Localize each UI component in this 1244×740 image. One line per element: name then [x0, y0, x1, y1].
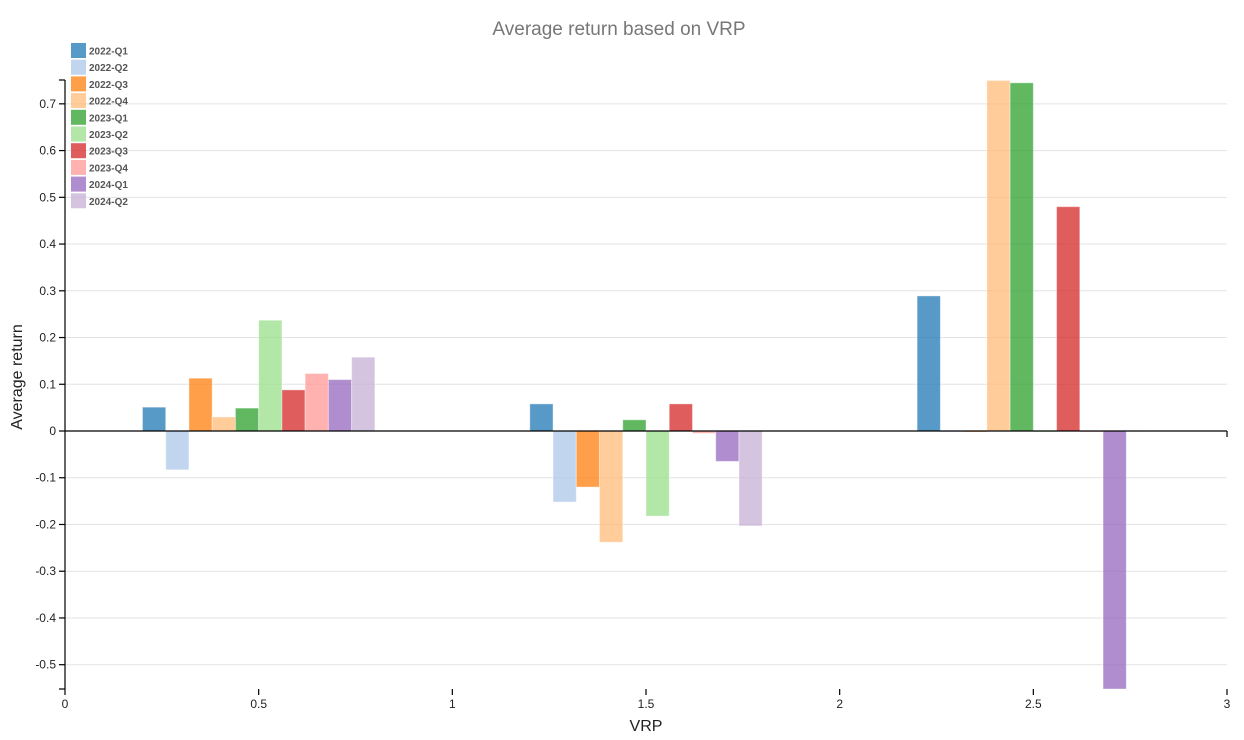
legend-swatch — [71, 193, 86, 209]
bar-2023-Q1-0.5 — [234, 407, 260, 432]
bar-2023-Q3-2.5 — [1056, 206, 1081, 432]
y-tick-label: 0.4 — [39, 237, 56, 251]
y-tick-label: 0.1 — [39, 377, 56, 391]
y-axis-label: Average return — [9, 324, 26, 430]
legend-label: 2022-Q4 — [89, 97, 128, 108]
legend-label: 2022-Q1 — [89, 47, 128, 58]
x-tick-label: 0.5 — [250, 697, 267, 711]
legend-label: 2022-Q2 — [89, 63, 128, 74]
bar-2023-Q4-0.5 — [304, 373, 329, 432]
y-tick-label: -0.1 — [35, 471, 56, 485]
chart-title: Average return based on VRP — [492, 19, 745, 40]
legend: 2022-Q1 2022-Q2 2022-Q3 2022-Q4 2023-Q1 2023-… — [71, 43, 128, 209]
bar-2022-Q4-0.5 — [211, 416, 236, 432]
x-tick-label: 3 — [1224, 697, 1231, 711]
bar-2022-Q3-0.5 — [188, 377, 213, 432]
legend-label: 2024-Q2 — [89, 197, 128, 208]
bar-2023-Q2-0.5 — [258, 319, 283, 432]
legend-swatch — [71, 126, 86, 142]
y-tick-label: 0 — [49, 424, 56, 438]
bar-2022-Q1-2.5 — [916, 295, 941, 432]
bar-2024-Q2-0.5 — [351, 356, 376, 432]
legend-label: 2023-Q3 — [89, 147, 128, 158]
x-tick-label: 1 — [449, 697, 456, 711]
y-tick-label: 0.3 — [39, 284, 56, 298]
legend-label: 2023-Q4 — [89, 163, 128, 174]
bar-2024-Q2-1.5 — [738, 430, 763, 527]
x-tick-label: 1.5 — [638, 697, 655, 711]
bar-2022-Q1-1.5 — [529, 403, 554, 432]
axes: -0.5 -0.4 -0.3 -0.2 -0.1 0 0.1 0.2 0.3 0.4 0.5 0.6 0… — [35, 79, 1231, 711]
bar-2023-Q3-0.5 — [281, 389, 306, 432]
y-tick-label: -0.3 — [35, 564, 56, 578]
x-tick-label: 2 — [836, 697, 843, 711]
bar-2024-Q1-0.5 — [327, 379, 353, 432]
bar-2022-Q4-1.5 — [599, 430, 624, 543]
legend-swatch — [71, 109, 86, 125]
y-tick-label: -0.5 — [35, 658, 56, 672]
bar-2023-Q2-1.5 — [645, 430, 670, 517]
legend-label: 2022-Q3 — [89, 80, 128, 91]
x-axis-label: VRP — [630, 718, 663, 735]
legend-label: 2023-Q2 — [89, 130, 128, 141]
grid-lines — [65, 103, 1227, 666]
bar-2022-Q2-0.5 — [165, 430, 190, 471]
x-tick-label: 0 — [62, 697, 69, 711]
bar-2022-Q3-1.5 — [575, 430, 601, 488]
legend-swatch — [71, 159, 86, 175]
bar-2022-Q1-0.5 — [141, 406, 167, 432]
legend-swatch — [71, 59, 86, 75]
bar-2023-Q3-1.5 — [668, 403, 693, 432]
x-tick-label: 2.5 — [1025, 697, 1042, 711]
bar-2023-Q1-1.5 — [622, 419, 647, 432]
legend-label: 2024-Q1 — [89, 180, 128, 191]
legend-swatch — [71, 76, 86, 92]
legend-swatch — [71, 93, 86, 109]
y-tick-label: -0.4 — [35, 611, 56, 625]
legend-label: 2023-Q1 — [89, 113, 128, 124]
y-tick-label: 0.6 — [39, 144, 56, 158]
bar-2024-Q1-1.5 — [715, 430, 740, 462]
bar-2022-Q2-1.5 — [552, 430, 577, 503]
y-tick-label: -0.2 — [35, 517, 56, 531]
legend-swatch — [71, 143, 86, 159]
y-tick-label: 0.7 — [39, 97, 56, 111]
bars — [141, 79, 1151, 690]
legend-swatch — [71, 43, 86, 58]
bar-2022-Q4-2.5 — [986, 79, 1011, 432]
bar-2023-Q1-2.5 — [1009, 82, 1034, 432]
y-tick-label: 0.5 — [39, 190, 56, 204]
legend-swatch — [71, 176, 86, 192]
bar-2024-Q1-2.5 — [1102, 430, 1127, 690]
y-tick-label: 0.2 — [39, 331, 56, 345]
